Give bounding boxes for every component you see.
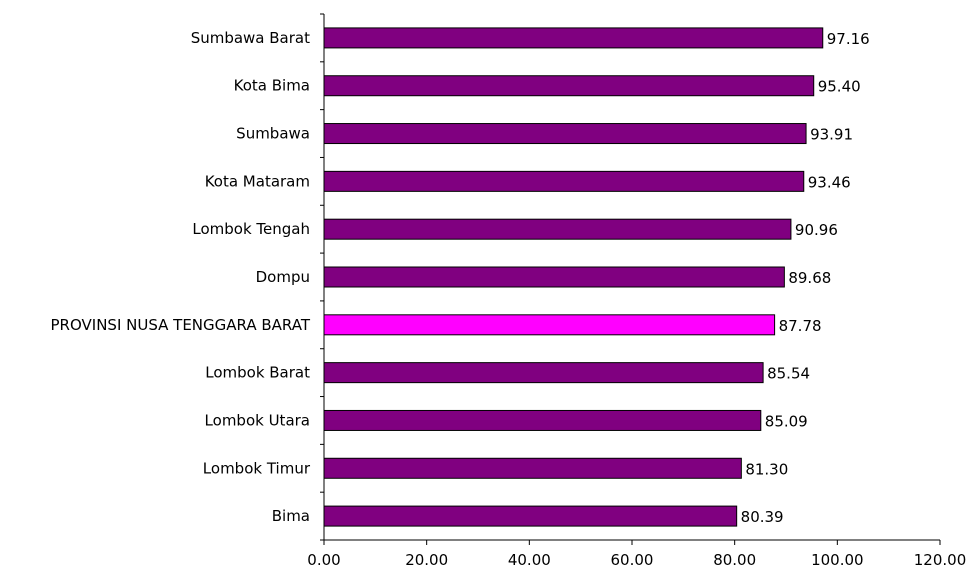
bar — [323, 409, 762, 431]
x-tick-label: 40.00 — [508, 551, 551, 569]
category-label: Dompu — [256, 268, 310, 286]
bar-highlight — [323, 314, 776, 336]
x-tick-label: 0.00 — [307, 551, 340, 569]
x-tick-label: 80.00 — [713, 551, 756, 569]
category-label: Lombok Barat — [205, 364, 310, 382]
x-tick-label: 120.00 — [914, 551, 967, 569]
bar — [323, 218, 792, 240]
category-label: Lombok Tengah — [192, 220, 310, 238]
bar — [323, 75, 815, 97]
category-label: Lombok Utara — [205, 411, 310, 429]
data-label: 81.30 — [745, 460, 788, 478]
category-label: Sumbawa — [236, 125, 310, 143]
bar — [323, 457, 742, 479]
data-label: 93.91 — [810, 126, 853, 144]
category-label: Bima — [272, 507, 310, 525]
data-label: 95.40 — [818, 78, 861, 96]
x-tick-label: 60.00 — [611, 551, 654, 569]
category-label: Sumbawa Barat — [191, 29, 310, 47]
bar — [323, 266, 785, 288]
data-label: 93.46 — [808, 173, 851, 191]
data-label: 97.16 — [827, 30, 870, 48]
bar — [323, 27, 824, 49]
category-label: Lombok Timur — [203, 459, 311, 477]
data-label: 89.68 — [788, 269, 831, 287]
category-label: PROVINSI NUSA TENGGARA BARAT — [51, 316, 311, 334]
bar — [323, 170, 805, 192]
category-label: Kota Mataram — [205, 172, 310, 190]
bar — [323, 123, 807, 145]
x-tick-label: 20.00 — [405, 551, 448, 569]
data-label: 87.78 — [779, 317, 822, 335]
data-label: 80.39 — [741, 508, 784, 526]
x-tick-label: 100.00 — [811, 551, 864, 569]
category-label: Kota Bima — [234, 77, 310, 95]
data-label: 90.96 — [795, 221, 838, 239]
bar — [323, 362, 764, 384]
data-label: 85.54 — [767, 365, 810, 383]
bar — [323, 505, 738, 527]
data-label: 85.09 — [765, 412, 808, 430]
